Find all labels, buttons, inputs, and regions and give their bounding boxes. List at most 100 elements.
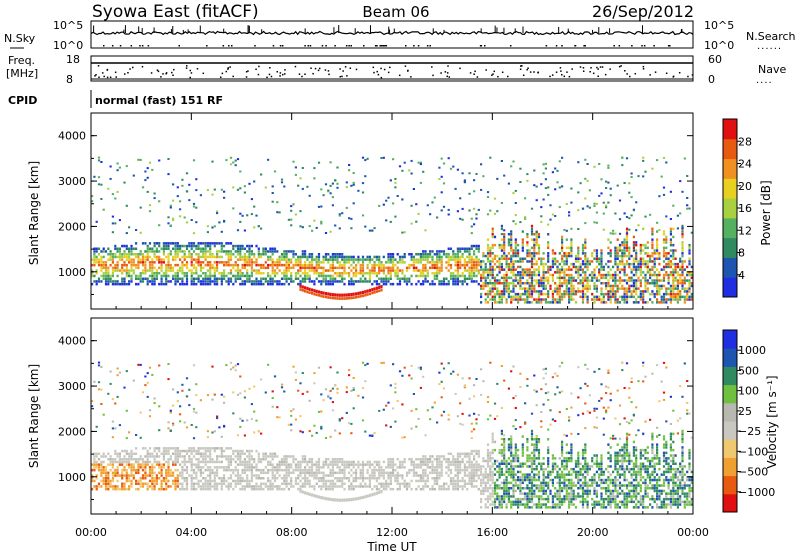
power-cell xyxy=(128,261,130,264)
power-cell xyxy=(156,275,158,278)
power-cell xyxy=(501,293,503,296)
nsearch-dot xyxy=(418,45,420,47)
velocity-cell xyxy=(193,411,195,413)
power-cell xyxy=(600,263,602,266)
velocity-cell xyxy=(325,461,327,464)
velocity-cell xyxy=(357,461,359,464)
power-cell xyxy=(547,296,549,299)
velocity-cell xyxy=(133,453,135,456)
power-cell xyxy=(140,275,142,278)
power-cell xyxy=(184,264,186,267)
velocity-cell xyxy=(348,472,350,475)
velocity-cell xyxy=(128,466,130,469)
power-cell xyxy=(559,271,561,274)
velocity-cell xyxy=(195,383,197,385)
power-cell xyxy=(619,255,621,257)
power-cell xyxy=(323,280,325,283)
power-cell xyxy=(258,283,260,286)
velocity-cell xyxy=(105,472,107,475)
power-cell xyxy=(612,287,614,290)
power-cell xyxy=(170,264,172,267)
power-cell xyxy=(464,280,466,283)
power-cell xyxy=(251,267,253,270)
power-cell xyxy=(216,253,218,256)
power-cell xyxy=(211,242,213,245)
power-cell xyxy=(543,298,545,301)
velocity-cell xyxy=(103,453,105,456)
velocity-cell xyxy=(186,483,188,486)
power-cell xyxy=(232,245,234,248)
power-cell xyxy=(593,221,595,223)
velocity-cell xyxy=(253,474,255,477)
power-cell xyxy=(568,274,570,277)
power-cell xyxy=(142,253,144,256)
power-cell xyxy=(589,263,591,266)
power-cell xyxy=(570,277,572,280)
power-cell xyxy=(522,238,524,241)
power-cell xyxy=(191,264,193,267)
power-cell xyxy=(151,283,153,286)
velocity-cell xyxy=(130,469,132,472)
power-cell xyxy=(626,296,628,299)
power-cell xyxy=(607,202,609,204)
velocity-cell xyxy=(181,450,183,453)
power-cell xyxy=(158,267,160,270)
power-cell xyxy=(568,266,570,269)
power-cell xyxy=(584,266,586,269)
power-cell xyxy=(316,264,318,267)
velocity-cell xyxy=(200,453,202,456)
power-cell xyxy=(223,264,225,267)
velocity-cell xyxy=(235,485,237,488)
velocity-cell xyxy=(195,472,197,475)
power-cell xyxy=(156,258,158,261)
velocity-cell xyxy=(172,480,174,483)
velocity-cell xyxy=(98,362,100,364)
power-cell xyxy=(508,285,510,288)
power-cell xyxy=(506,266,508,269)
power-cell xyxy=(339,215,341,217)
nave-dot xyxy=(255,69,257,71)
power-cell xyxy=(614,258,616,261)
power-cell xyxy=(320,295,322,298)
y-tick-label: 1000 xyxy=(58,266,86,279)
power-cell xyxy=(228,253,230,256)
nave-dot xyxy=(310,68,312,70)
power-cell xyxy=(355,296,357,299)
velocity-cell xyxy=(128,480,130,483)
velocity-cell xyxy=(114,472,116,475)
power-cell xyxy=(487,296,489,299)
nsearch-dot xyxy=(325,45,327,47)
power-cell xyxy=(489,263,491,266)
power-cell xyxy=(672,298,674,301)
power-cell xyxy=(492,244,494,247)
velocity-cell xyxy=(343,477,345,480)
velocity-cell xyxy=(126,463,128,466)
power-cell xyxy=(380,264,382,267)
power-cell xyxy=(517,301,519,304)
velocity-cell xyxy=(177,483,179,486)
power-cell xyxy=(663,247,665,250)
velocity-cell xyxy=(262,469,264,472)
velocity-cell xyxy=(93,455,95,458)
velocity-cell xyxy=(346,477,348,480)
velocity-cell xyxy=(142,463,144,466)
velocity-cell xyxy=(147,474,149,477)
velocity-cell xyxy=(295,458,297,461)
nave-dot xyxy=(339,68,341,70)
velocity-cell xyxy=(205,488,207,491)
velocity-cell xyxy=(334,477,336,480)
velocity-cell xyxy=(311,485,313,488)
power-cell xyxy=(626,290,628,293)
power-cell xyxy=(98,278,100,281)
power-cell xyxy=(494,268,496,271)
power-cell xyxy=(466,250,468,253)
power-cell xyxy=(392,253,394,256)
power-cell xyxy=(161,275,163,278)
nave-dot xyxy=(190,70,192,72)
power-cell xyxy=(612,233,614,235)
power-cell xyxy=(526,268,528,271)
nave-dot xyxy=(132,67,134,69)
power-cell xyxy=(619,247,621,250)
power-cell xyxy=(239,256,241,259)
power-cell xyxy=(110,256,112,259)
